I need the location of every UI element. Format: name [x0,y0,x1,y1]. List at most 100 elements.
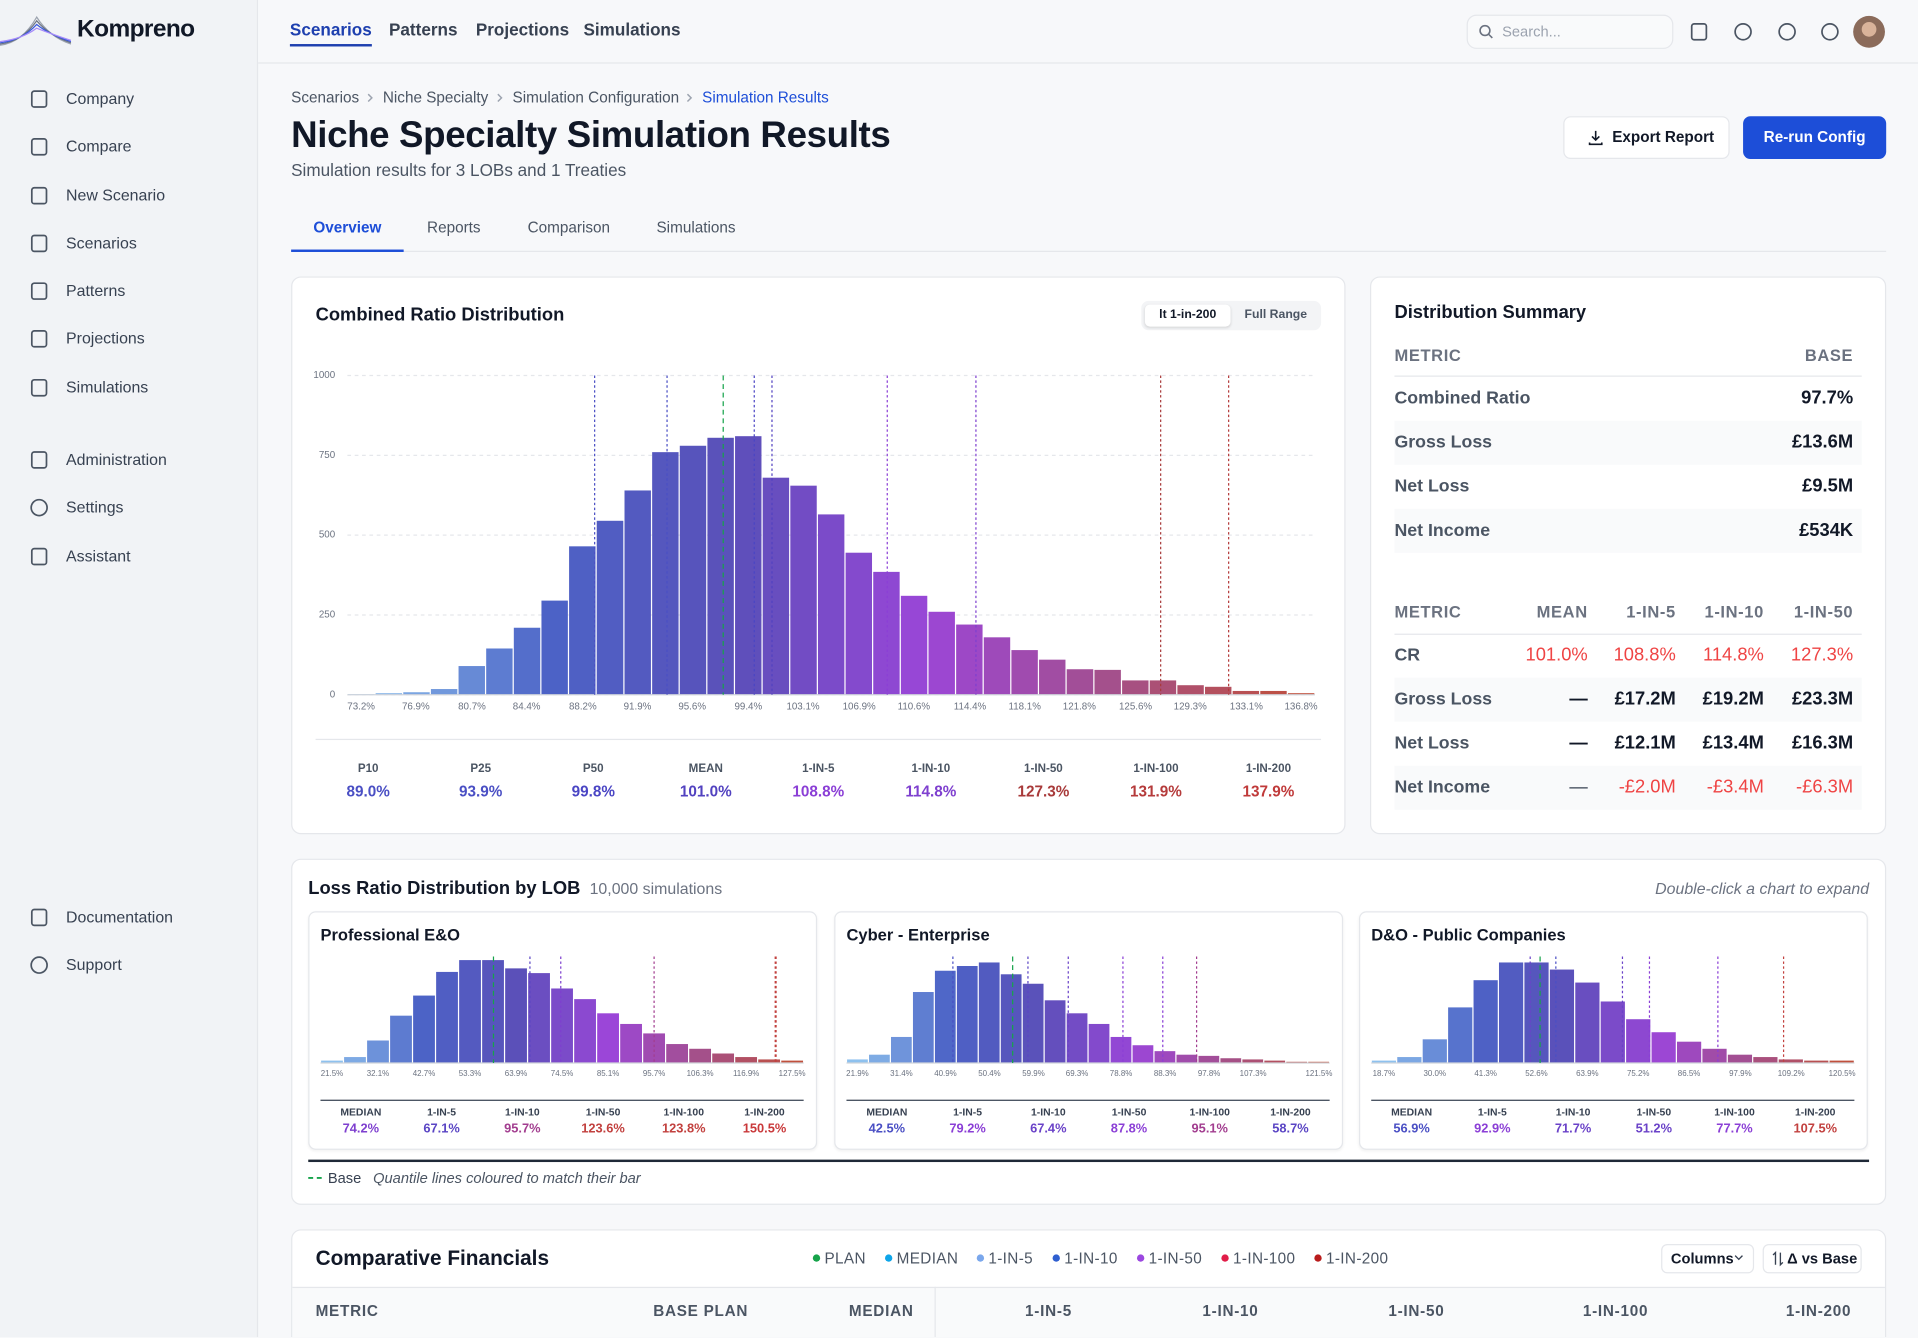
stat-value: 51.2% [1635,1121,1672,1137]
histogram-bar [1176,1054,1198,1063]
nav-item[interactable]: Assistant [66,546,131,566]
x-tick-label: 52.6% [1525,1069,1548,1078]
lob-count: 10,000 simulations [589,879,723,898]
search-box[interactable] [1466,14,1674,49]
toggle-active[interactable] [1144,304,1231,327]
export-button[interactable] [1563,116,1730,160]
nav-item[interactable]: Documentation [66,907,174,926]
nav-item[interactable]: Settings [66,497,124,517]
nav-item[interactable]: Compare [66,136,132,156]
tab[interactable]: Reports [427,218,481,237]
histogram-bar [956,966,978,1063]
histogram-bar [1066,1013,1088,1063]
x-tick-label: 120.5% [1829,1069,1856,1078]
histogram-bar [413,995,435,1063]
nav-item[interactable]: Scenarios [66,233,137,252]
histogram-bar [458,666,485,695]
table-header[interactable]: 1-IN-5 [1025,1302,1072,1320]
icon [30,90,48,108]
toggle-option[interactable]: Full Range [1244,308,1308,322]
nav-item[interactable]: Simulations [66,377,149,397]
top-tab[interactable]: Simulations [583,19,681,40]
nav-item[interactable]: Company [66,89,135,108]
stat-value: 114.8% [905,782,957,800]
stat-value: 123.8% [661,1121,706,1137]
tab[interactable]: Simulations [656,218,736,237]
row-value: — [1569,732,1588,754]
x-tick-label: 118.1% [1008,702,1041,713]
nav-item[interactable]: Administration [66,450,167,469]
lob-histogram: 18.7% 30.0% 41.3% 52.6% 63.9% 75.2% 86.5% 97.9%… [1371,956,1856,1078]
legend-swatch [1314,1254,1322,1262]
histogram-bar [873,571,900,695]
stat-label: 1-IN-5 [1477,1105,1507,1119]
nav-item[interactable]: New Scenario [66,185,166,205]
legend-dot [884,1254,893,1262]
nav-item[interactable]: Support [66,955,122,974]
top-tab[interactable]: Projections [475,19,570,40]
toggle-option[interactable]: lt 1-in-200 [1159,308,1217,322]
histogram: 0 250 500 750 1000 73.2% 76.9% 80.7% 84.4% 88.2% 9… [313,370,1318,713]
financials-title: Comparative Financials [315,1246,550,1270]
x-tick-label: 86.5% [1678,1069,1701,1078]
x-tick-label: 21.5% [321,1069,344,1078]
y-tick-label: 250 [319,610,336,621]
stat-value: 127.3% [1017,782,1070,800]
icon-shape [1479,24,1491,37]
legend-swatch [1221,1254,1229,1262]
table-header[interactable]: 1-IN-100 [1582,1302,1649,1320]
legend-label: 1-IN-200 [1325,1250,1389,1268]
base-legend-line [308,1177,326,1179]
table-header[interactable]: BASE PLAN [653,1302,749,1320]
stat-label: MEAN [688,762,723,776]
top-tab[interactable]: Scenarios [289,19,372,40]
icon-shape [30,547,48,566]
nav-item[interactable]: Patterns [66,281,126,300]
table-header[interactable]: 1-IN-10 [1202,1302,1259,1320]
tab[interactable]: Overview [313,218,382,237]
histogram-bar [1524,962,1549,1063]
stat-value: 101.0% [679,782,732,800]
histogram-bar [689,1048,712,1063]
histogram-bar [1110,1036,1132,1063]
x-tick-label: 41.3% [1474,1069,1497,1078]
legend-base: Base [327,1169,362,1187]
breadcrumb[interactable]: Niche Specialty [382,89,489,107]
histogram-bar [928,611,955,695]
icon [30,956,48,974]
histogram-bar [758,1059,781,1063]
stats-divider [1371,1099,1855,1101]
histogram-bar [624,490,651,695]
histogram-bar [403,692,430,695]
lob-title: Loss Ratio Distribution by LOB [308,878,581,900]
columns-button[interactable] [1661,1244,1755,1274]
x-tick-label: 63.9% [505,1069,528,1078]
histogram-bar [1011,650,1038,695]
top-tab[interactable]: Patterns [388,19,458,40]
histogram-bar [666,1044,688,1063]
histogram-bar [652,452,679,695]
header-rule [1394,633,1862,635]
tab[interactable]: Comparison [527,218,610,237]
breadcrumb[interactable]: Simulation Configuration [512,89,680,107]
icon-shape [30,498,48,517]
icon-shape [30,451,48,469]
table-header[interactable]: MEDIAN [848,1302,914,1320]
histogram-bar [762,477,790,695]
x-tick-label: 78.8% [1110,1069,1133,1078]
breadcrumb[interactable]: Scenarios [291,89,360,107]
nav-item[interactable]: Projections [66,329,145,348]
legend-label: 1-IN-5 [988,1250,1034,1268]
row-value: 108.8% [1613,644,1676,666]
table-header[interactable]: 1-IN-200 [1785,1302,1852,1320]
stat-label: 1-IN-200 [1245,762,1292,776]
histogram-bar [1626,1019,1651,1063]
chevron [1734,1255,1743,1261]
histogram-bar [845,552,873,695]
stat-value: 137.9% [1242,782,1295,800]
rerun-button[interactable] [1743,116,1887,160]
delta-button[interactable] [1762,1244,1862,1274]
icon-shape [30,186,48,205]
histogram-bar [1177,685,1204,695]
table-header[interactable]: 1-IN-50 [1388,1302,1445,1320]
